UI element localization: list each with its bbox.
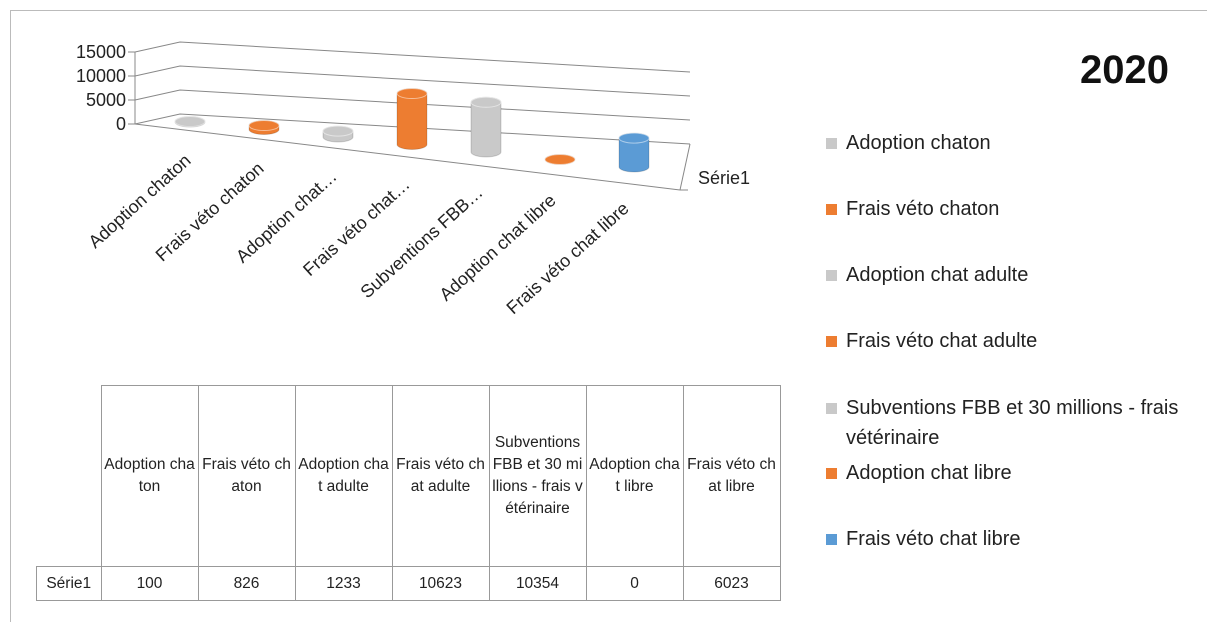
y-tick-label: 10000 xyxy=(76,66,126,86)
y-tick-label: 0 xyxy=(116,114,126,134)
cylinder-top xyxy=(174,116,206,128)
legend-item: Adoption chat libre xyxy=(826,458,1186,488)
legend-swatch xyxy=(826,403,837,414)
legend-item: Adoption chaton xyxy=(826,128,1186,158)
legend-item: Frais véto chaton xyxy=(826,194,1186,224)
column-header: Adoption chaton xyxy=(100,385,199,567)
table-value: 826 xyxy=(197,566,296,601)
y-tick-label: 5000 xyxy=(86,90,126,110)
y-tick-label: 15000 xyxy=(76,42,126,62)
legend-swatch xyxy=(826,138,837,149)
table-value: 0 xyxy=(585,566,684,601)
column-header: Frais véto chat adulte xyxy=(391,385,490,567)
column-header: Frais véto chat libre xyxy=(682,385,781,567)
table-value: 10354 xyxy=(488,566,587,601)
data-table: Adoption chaton Frais véto chaton Adoption… xyxy=(36,385,781,601)
series-axis-label: Série1 xyxy=(698,168,750,188)
legend-label: Adoption chaton xyxy=(846,132,991,154)
cylinder-top xyxy=(322,125,354,137)
legend-label: Subventions FBB et 30 millions - frais v… xyxy=(846,397,1179,449)
chart-frame xyxy=(10,10,1207,622)
table-value: 1233 xyxy=(294,566,393,601)
legend-item: Adoption chat adulte xyxy=(826,260,1186,290)
cylinder-top xyxy=(544,154,576,165)
legend-swatch xyxy=(826,270,837,281)
legend-label: Frais véto chat adulte xyxy=(846,330,1038,352)
x-axis xyxy=(134,123,681,191)
column-header: Frais véto chaton xyxy=(197,385,296,567)
column-header: Adoption chat libre xyxy=(585,385,684,567)
legend-item: Frais véto chat libre xyxy=(826,524,1186,554)
cylinder-top xyxy=(470,96,502,108)
cylinder-top xyxy=(618,132,650,144)
chart-title: 2020 xyxy=(1080,48,1169,92)
floor-side xyxy=(679,143,691,191)
legend-label: Frais véto chaton xyxy=(846,198,1000,220)
legend-swatch xyxy=(826,468,837,479)
legend-item: Subventions FBB et 30 millions - frais v… xyxy=(826,393,1186,453)
legend-item: Frais véto chat adulte xyxy=(826,326,1186,356)
table-value: 100 xyxy=(100,566,199,601)
column-header: Subventions FBB et 30 millions - frais v… xyxy=(488,385,587,567)
column-header: Adoption chat adulte xyxy=(294,385,393,567)
legend-swatch xyxy=(826,204,837,215)
grid-line xyxy=(134,41,691,73)
row-header: Série1 xyxy=(36,566,102,601)
legend-label: Adoption chat adulte xyxy=(846,264,1029,286)
table-value: 6023 xyxy=(682,566,781,601)
grid-line xyxy=(134,113,691,145)
legend-label: Frais véto chat libre xyxy=(846,528,1021,550)
grid-line xyxy=(134,65,691,97)
cylinder-top xyxy=(396,88,428,100)
legend-swatch xyxy=(826,534,837,545)
cylinder-top xyxy=(248,120,280,132)
table-value: 10623 xyxy=(391,566,490,601)
grid-line xyxy=(134,89,691,121)
legend-swatch xyxy=(826,336,837,347)
legend-label: Adoption chat libre xyxy=(846,462,1012,484)
corner xyxy=(37,386,102,567)
